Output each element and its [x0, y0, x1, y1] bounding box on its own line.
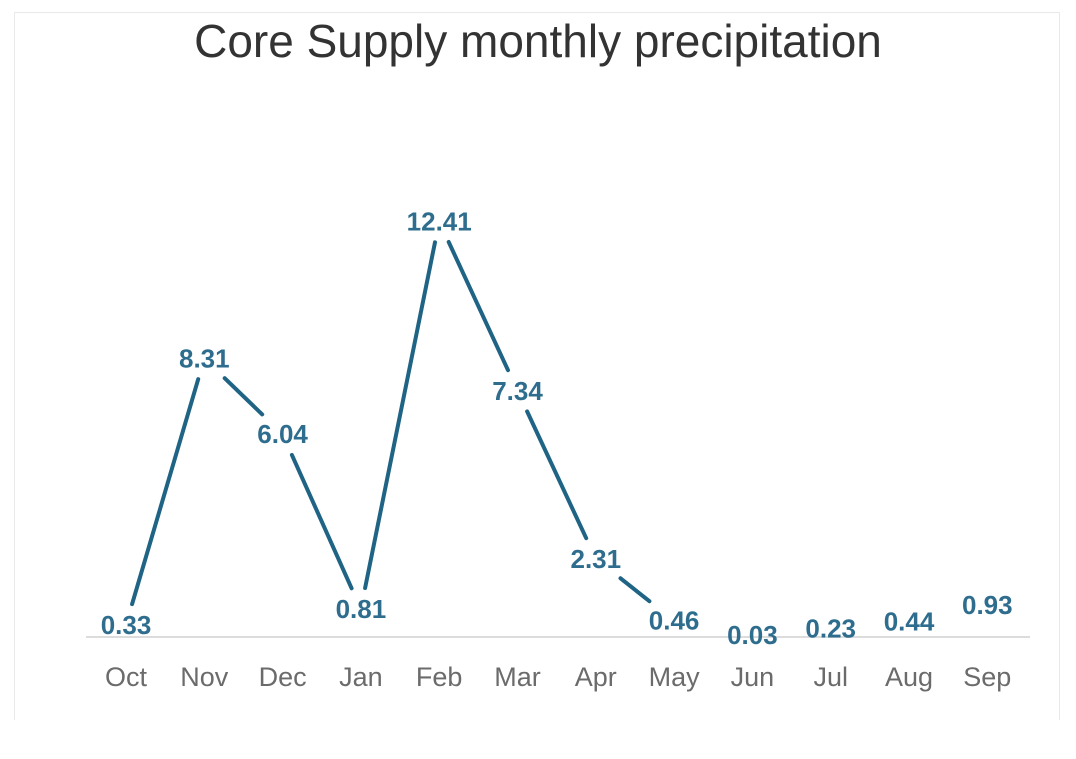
data-label: 0.46 [649, 606, 700, 636]
x-tick-label: Dec [259, 662, 307, 692]
x-tick-label: May [649, 662, 701, 692]
data-label: 0.33 [101, 610, 152, 640]
x-tick-label: Jul [813, 662, 848, 692]
data-label: 2.31 [570, 544, 621, 574]
x-tick-label: Oct [105, 662, 148, 692]
data-label: 0.81 [336, 594, 387, 624]
data-label-group: 0.33 8.31 6.04 0.81 12.41 7.34 2.31 0.46 0.03 0.2… [101, 206, 1013, 650]
x-tick-label: Aug [885, 662, 933, 692]
x-tick-label: Feb [416, 662, 463, 692]
x-tick-label: Nov [180, 662, 229, 692]
line-segment [130, 377, 201, 607]
data-label: 8.31 [179, 343, 230, 373]
chart-title: Core Supply monthly precipitation [194, 15, 882, 67]
series-line-group [130, 240, 652, 607]
line-segment [618, 576, 652, 604]
line-segment [289, 452, 354, 591]
data-label: 0.03 [727, 620, 778, 650]
line-segment [363, 240, 437, 590]
x-tick-label: Apr [575, 662, 617, 692]
data-label: 12.41 [407, 206, 472, 236]
data-label: 7.34 [492, 376, 543, 406]
line-segment [525, 409, 589, 541]
chart-panel [14, 12, 1060, 720]
line-segment [222, 376, 265, 417]
x-tick-label: Jun [731, 662, 775, 692]
data-label: 0.44 [884, 606, 935, 636]
x-tick-label: Sep [963, 662, 1011, 692]
data-label: 6.04 [257, 419, 308, 449]
line-segment [446, 240, 510, 373]
x-tick-group: Oct Nov Dec Jan Feb Mar Apr May Jun Jul Aug Sep [105, 662, 1011, 692]
data-label: 0.93 [962, 590, 1013, 620]
x-tick-label: Mar [494, 662, 541, 692]
data-label: 0.23 [805, 613, 856, 643]
x-tick-label: Jan [339, 662, 383, 692]
